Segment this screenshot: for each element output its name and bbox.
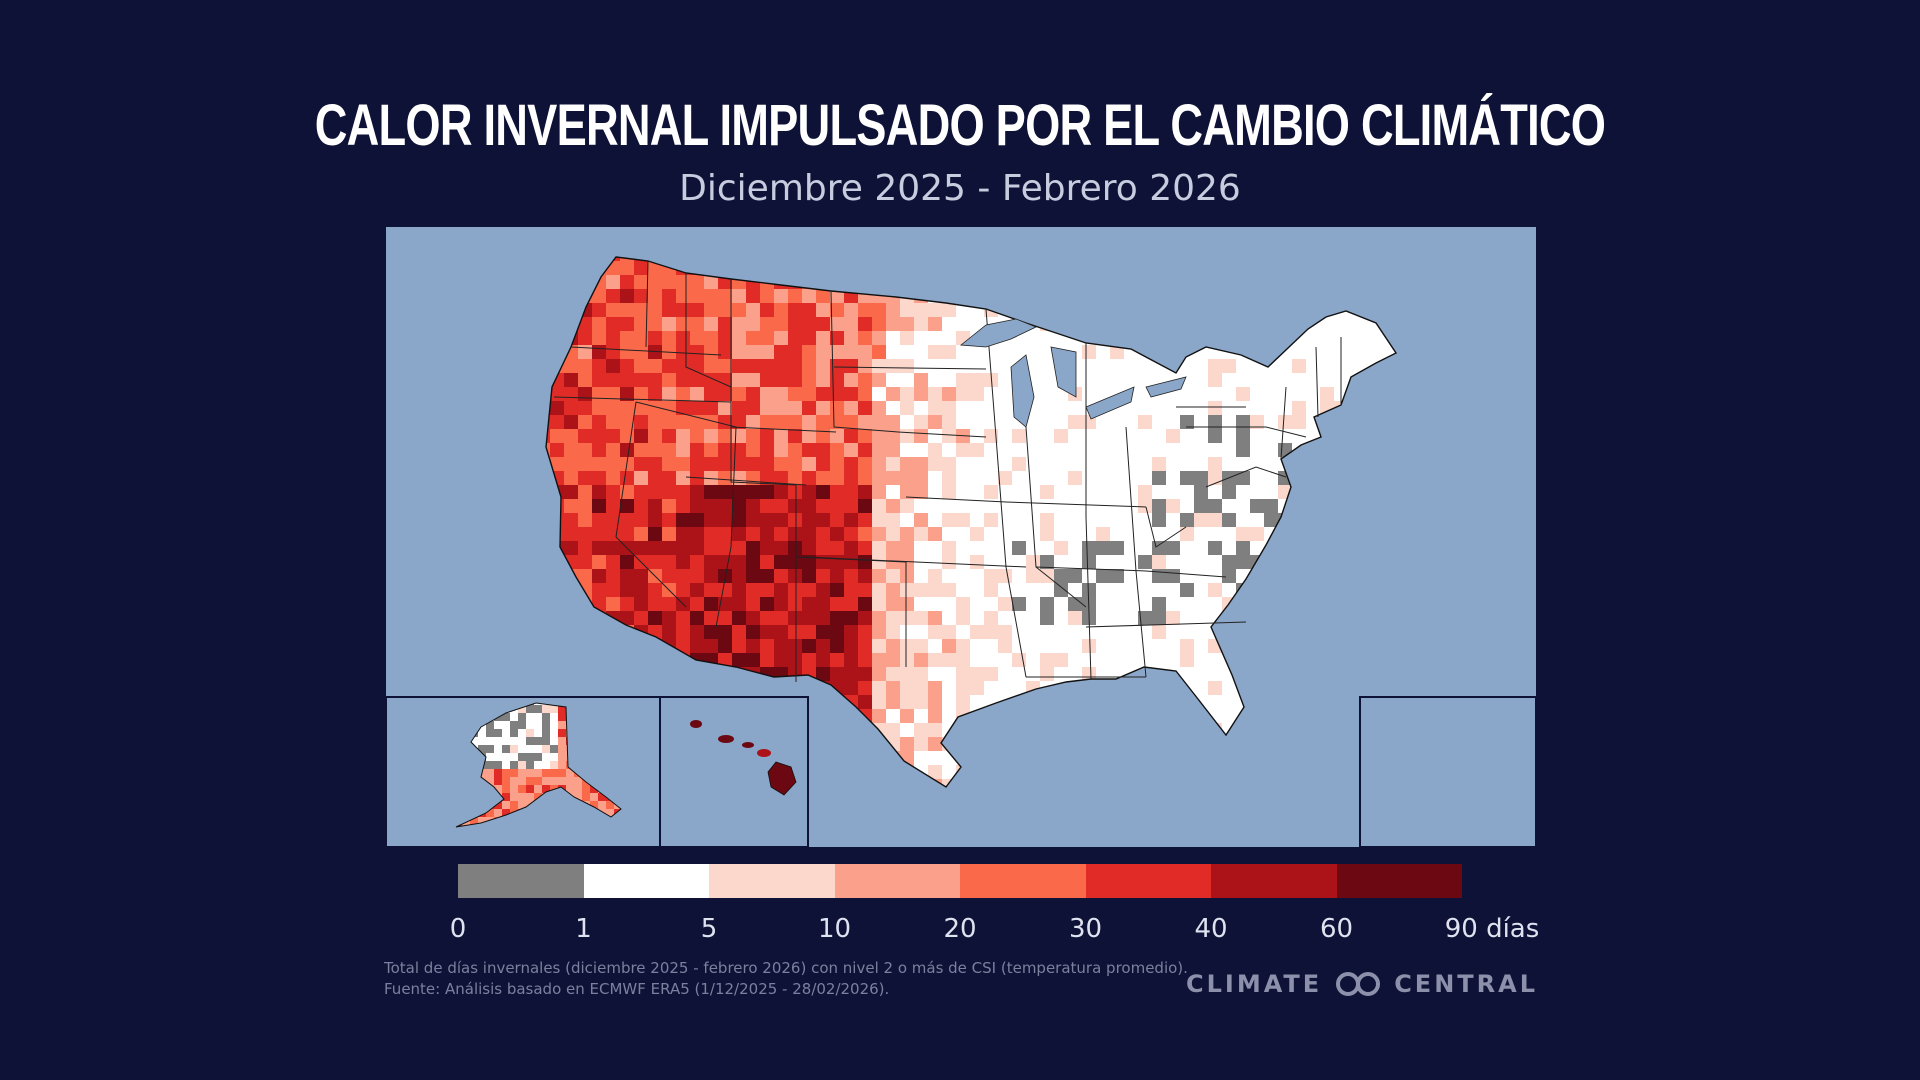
legend-tick-label: 5: [700, 914, 718, 944]
legend-swatch: [709, 864, 835, 898]
legend-swatch: [1211, 864, 1337, 898]
hawaii-inset: [659, 696, 809, 847]
footnote: Total de días invernales (diciembre 2025…: [384, 958, 1188, 1000]
map-frame: [386, 227, 1536, 847]
legend-swatch: [1336, 864, 1462, 898]
legend-tick-label: 60: [1319, 914, 1354, 944]
page-title: CALOR INVERNAL IMPULSADO POR EL CAMBIO C…: [314, 93, 1606, 158]
state-borders: [553, 260, 1342, 682]
legend-swatch: [1085, 864, 1211, 898]
brand-right-text: CENTRAL: [1394, 970, 1538, 998]
climate-central-logo: CLIMATE CENTRAL: [1186, 970, 1538, 998]
legend-tick-label: 90 días: [1444, 914, 1540, 944]
legend-tick-label: 10: [817, 914, 852, 944]
legend-swatch: [960, 864, 1086, 898]
color-legend-bar: [458, 864, 1462, 898]
legend-tick-label: 20: [943, 914, 977, 944]
legend-tick-label: 0: [449, 914, 467, 944]
alaska-inset: [386, 696, 661, 847]
great-lakes: [959, 318, 1187, 428]
footnote-line-1: Total de días invernales (diciembre 2025…: [384, 959, 1188, 977]
empty-inset: [1359, 696, 1536, 847]
color-legend-labels: 0 1 5 10 20 30 40 60 90 días: [0, 914, 1920, 954]
legend-tick-label: 30: [1068, 914, 1103, 944]
legend-swatch: [583, 864, 709, 898]
footnote-line-2: Fuente: Análisis basado en ECMWF ERA5 (1…: [384, 980, 890, 998]
brand-left-text: CLIMATE: [1185, 970, 1323, 998]
us-map: [386, 256, 1536, 847]
page-subtitle: Diciembre 2025 - Febrero 2026: [679, 168, 1241, 209]
legend-swatch: [834, 864, 960, 898]
brand-rings-icon: [1336, 972, 1381, 996]
legend-swatch: [458, 864, 584, 898]
legend-tick-label: 1: [575, 914, 592, 944]
legend-tick-label: 40: [1194, 914, 1228, 944]
